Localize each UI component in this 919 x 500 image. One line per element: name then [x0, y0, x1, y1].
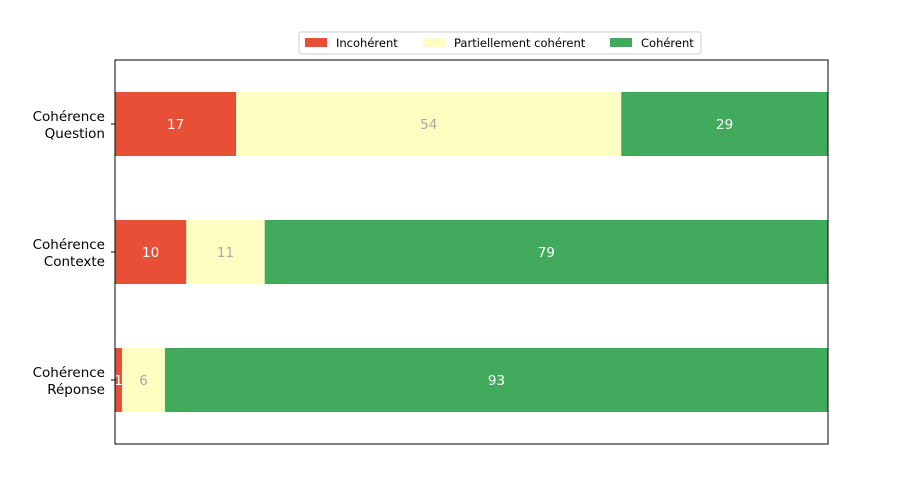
legend: Incohérent Partiellement cohérent Cohérent — [298, 31, 702, 55]
bar-segment — [115, 220, 187, 284]
legend-label: Cohérent — [641, 36, 694, 50]
bar-value-label: 11 — [217, 245, 234, 261]
legend-label: Incohérent — [336, 36, 398, 50]
legend-swatch — [305, 38, 327, 47]
bar-value-label: 6 — [139, 373, 148, 389]
bar-segment — [186, 220, 265, 284]
bar-value-label: 1 — [114, 373, 123, 389]
bars-layer — [115, 92, 829, 412]
y-tick-label-line: Cohérence — [33, 237, 105, 253]
bar-value-label: 10 — [142, 245, 159, 261]
bar-segment — [115, 348, 123, 412]
legend-label: Partiellement cohérent — [454, 36, 586, 50]
bar-segment — [122, 348, 165, 412]
bar-value-label: 17 — [167, 117, 184, 133]
legend-swatch — [610, 38, 632, 47]
y-tick-label: Cohérence Réponse — [33, 365, 105, 398]
bar-segment — [164, 348, 828, 412]
legend-box — [298, 31, 702, 55]
bar-segment — [236, 92, 622, 156]
bar-segment — [115, 92, 237, 156]
bar-value-label: 54 — [420, 117, 437, 133]
bar-segment — [621, 92, 828, 156]
legend-swatch — [423, 38, 445, 47]
bar-value-label: 93 — [488, 373, 505, 389]
y-tick-label: Cohérence Contexte — [33, 237, 105, 270]
y-tick-label: Cohérence Question — [33, 109, 105, 142]
y-tick-label-line: Question — [45, 126, 105, 142]
y-tick-label-line: Cohérence — [33, 109, 105, 125]
value-labels-layer: 17 54 29 10 11 79 1 6 93 — [114, 117, 733, 389]
bar-segment — [264, 220, 829, 284]
y-tick-label-line: Réponse — [47, 382, 105, 398]
y-tick-label-line: Cohérence — [33, 365, 105, 381]
bar-value-label: 29 — [716, 117, 733, 133]
y-tick-label-line: Contexte — [44, 254, 105, 270]
bar-value-label: 79 — [538, 245, 555, 261]
